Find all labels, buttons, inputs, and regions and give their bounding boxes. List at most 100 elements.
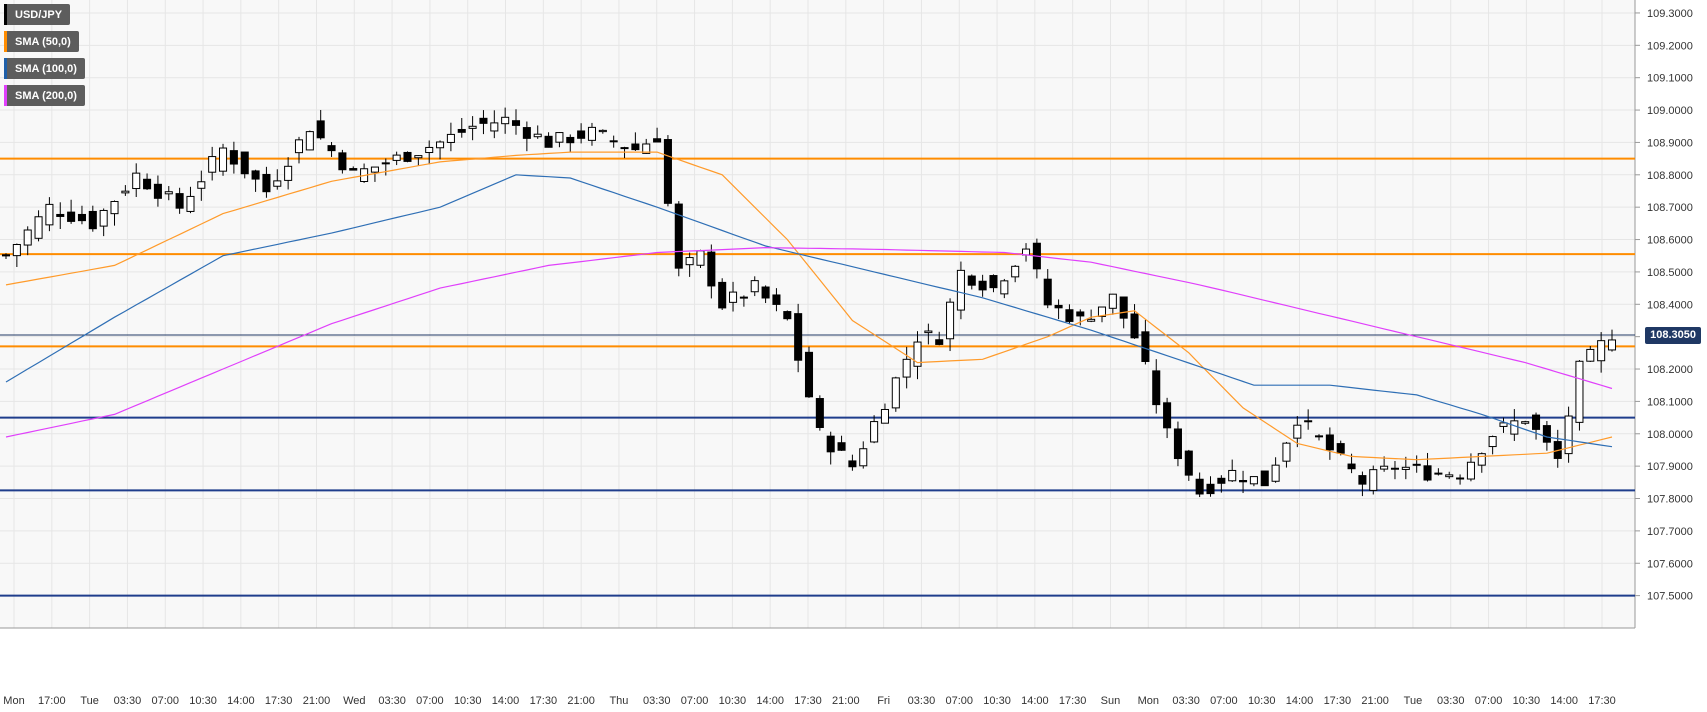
y-tick-label: 108.9000 xyxy=(1647,137,1693,149)
legend-sma100[interactable]: SMA (100,0) xyxy=(4,58,85,79)
legend-usdjpy[interactable]: USD/JPY xyxy=(4,4,71,25)
candle-body xyxy=(696,250,705,266)
candle-body xyxy=(1369,469,1378,491)
x-tick-label: 07:00 xyxy=(151,695,179,707)
candle-body xyxy=(1217,477,1226,484)
candle-body xyxy=(1206,483,1215,495)
candle-body xyxy=(121,190,130,194)
candle-body xyxy=(1000,280,1009,295)
legend-label-sma100: SMA (100,0) xyxy=(15,62,77,75)
candle-body xyxy=(1564,415,1573,455)
sma200-line xyxy=(5,246,1613,438)
candle-body xyxy=(349,168,358,171)
candle-body xyxy=(1043,278,1052,306)
y-tick-label: 108.0000 xyxy=(1647,429,1693,441)
y-tick-label: 108.7000 xyxy=(1647,202,1693,214)
candle-body xyxy=(815,398,824,428)
candle-body xyxy=(12,244,21,257)
candle-body xyxy=(1521,421,1530,424)
candle-body xyxy=(1260,470,1269,487)
candle-body xyxy=(88,210,97,230)
legend-sma50[interactable]: SMA (50,0) xyxy=(4,31,79,52)
candle-body xyxy=(1,254,11,257)
candle-body xyxy=(1358,475,1367,485)
candle-body xyxy=(1412,463,1421,466)
candle-body xyxy=(501,116,510,125)
candle-body xyxy=(848,460,857,468)
candle-body xyxy=(316,120,325,139)
candle-body xyxy=(164,191,173,195)
last-price-tag: 108.3050 xyxy=(1645,326,1701,344)
x-tick-label: 10:30 xyxy=(454,695,482,707)
candle-body xyxy=(663,139,672,204)
candle-body xyxy=(718,281,727,309)
candle-body xyxy=(1499,422,1508,427)
x-tick-label: 03:30 xyxy=(114,695,142,707)
candle-body xyxy=(1456,477,1465,480)
x-tick-label: 07:00 xyxy=(681,695,709,707)
x-tick-label: Mon xyxy=(3,695,24,707)
candle-body xyxy=(946,301,955,340)
candle-body xyxy=(436,141,445,149)
candle-body xyxy=(1586,348,1595,362)
candle-body xyxy=(1249,476,1258,485)
x-tick-label: 14:00 xyxy=(756,695,784,707)
candle-body xyxy=(609,140,618,143)
candle-body xyxy=(99,209,108,227)
candle-body xyxy=(425,146,434,154)
x-tick-label: 17:30 xyxy=(265,695,293,707)
candle-body xyxy=(772,294,781,305)
candle-body xyxy=(1163,402,1172,429)
candle-body xyxy=(446,133,455,143)
x-tick-label: 21:00 xyxy=(832,695,860,707)
candle-body xyxy=(284,165,293,181)
y-tick-label: 107.9000 xyxy=(1647,461,1693,473)
candle-body xyxy=(23,229,32,246)
candle-body xyxy=(479,117,488,124)
candle-body xyxy=(1336,443,1345,454)
chart-legend: USD/JPY SMA (50,0) SMA (100,0) SMA (200,… xyxy=(4,4,85,112)
candle-body xyxy=(251,170,260,180)
x-tick-label: 21:00 xyxy=(1361,695,1389,707)
y-tick-label: 108.6000 xyxy=(1647,235,1693,247)
y-tick-label: 109.0000 xyxy=(1647,105,1693,117)
x-tick-label: 14:00 xyxy=(492,695,520,707)
candle-body xyxy=(1304,420,1313,423)
candle-body xyxy=(132,172,141,190)
candle-body xyxy=(1141,331,1150,362)
candle-body xyxy=(631,143,640,151)
candle-body xyxy=(804,351,814,398)
candle-body xyxy=(1445,474,1454,478)
candle-body xyxy=(240,151,249,175)
candle-body xyxy=(229,150,238,165)
candle-body xyxy=(674,203,683,269)
legend-sma200[interactable]: SMA (200,0) xyxy=(4,85,85,106)
candle-body xyxy=(153,183,162,199)
plot-background xyxy=(0,0,1635,628)
candle-body xyxy=(1477,453,1486,466)
candle-body xyxy=(685,257,694,266)
candle-body xyxy=(1011,265,1020,278)
x-tick-label: 03:30 xyxy=(643,695,671,707)
candle-body xyxy=(1390,467,1399,470)
x-tick-label: 17:30 xyxy=(1588,695,1616,707)
x-tick-label: 03:30 xyxy=(1437,695,1465,707)
candle-body xyxy=(967,275,976,286)
x-tick-label: 17:30 xyxy=(1059,695,1087,707)
candle-body xyxy=(403,151,412,162)
candle-body xyxy=(935,339,944,345)
x-tick-label: 10:30 xyxy=(1248,695,1276,707)
y-tick-label: 107.7000 xyxy=(1647,526,1693,538)
x-tick-label: Wed xyxy=(343,695,365,707)
candle-body xyxy=(511,120,521,126)
x-tick-label: 10:30 xyxy=(1513,695,1541,707)
candle-body xyxy=(1087,318,1096,322)
x-tick-label: 21:00 xyxy=(303,695,331,707)
candle-body xyxy=(1065,309,1074,322)
candle-body xyxy=(56,213,65,217)
x-tick-label: Tue xyxy=(1404,695,1423,707)
candle-body xyxy=(783,311,792,320)
y-tick-label: 108.8000 xyxy=(1647,170,1693,182)
candle-body xyxy=(1575,360,1584,423)
